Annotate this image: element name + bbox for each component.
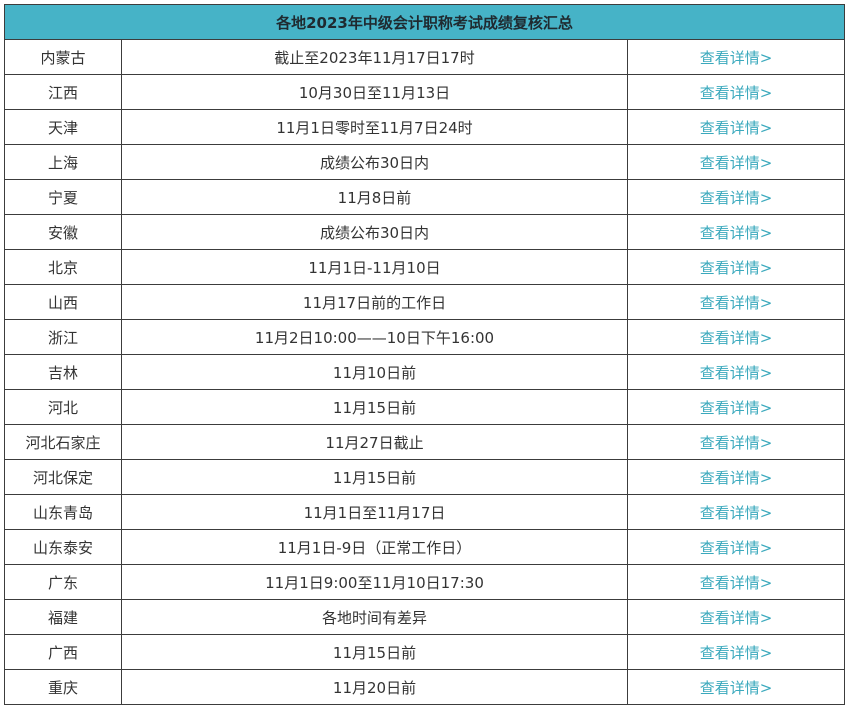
view-details-link[interactable]: 查看详情> [627, 144, 845, 180]
view-details-link[interactable]: 查看详情> [627, 564, 845, 600]
region-cell: 广东 [4, 564, 122, 600]
review-time-cell: 成绩公布30日内 [121, 144, 628, 180]
region-cell: 重庆 [4, 669, 122, 705]
review-summary-container: 各地2023年中级会计职称考试成绩复核汇总 内蒙古 截止至2023年11月17日1… [4, 4, 845, 705]
table-row: 上海 成绩公布30日内 查看详情> [4, 144, 845, 180]
table-row: 天津 11月1日零时至11月7日24时 查看详情> [4, 109, 845, 145]
view-details-link[interactable]: 查看详情> [627, 319, 845, 355]
table-row: 河北 11月15日前 查看详情> [4, 389, 845, 425]
region-cell: 河北 [4, 389, 122, 425]
review-time-cell: 11月1日至11月17日 [121, 494, 628, 530]
region-cell: 内蒙古 [4, 39, 122, 75]
table-row: 重庆 11月20日前 查看详情> [4, 669, 845, 705]
review-time-cell: 11月1日零时至11月7日24时 [121, 109, 628, 145]
table-row: 浙江 11月2日10:00——10日下午16:00 查看详情> [4, 319, 845, 355]
table-row: 北京 11月1日-11月10日 查看详情> [4, 249, 845, 285]
view-details-link[interactable]: 查看详情> [627, 354, 845, 390]
review-time-cell: 成绩公布30日内 [121, 214, 628, 250]
review-time-cell: 11月15日前 [121, 459, 628, 495]
region-cell: 北京 [4, 249, 122, 285]
review-time-cell: 11月17日前的工作日 [121, 284, 628, 320]
review-time-cell: 11月8日前 [121, 179, 628, 215]
review-time-cell: 11月15日前 [121, 634, 628, 670]
review-summary-table: 各地2023年中级会计职称考试成绩复核汇总 内蒙古 截止至2023年11月17日1… [4, 4, 845, 705]
region-cell: 吉林 [4, 354, 122, 390]
region-cell: 山西 [4, 284, 122, 320]
region-cell: 上海 [4, 144, 122, 180]
view-details-link[interactable]: 查看详情> [627, 494, 845, 530]
view-details-link[interactable]: 查看详情> [627, 634, 845, 670]
region-cell: 山东泰安 [4, 529, 122, 565]
region-cell: 浙江 [4, 319, 122, 355]
table-row: 河北石家庄 11月27日截止 查看详情> [4, 424, 845, 460]
region-cell: 江西 [4, 74, 122, 110]
view-details-link[interactable]: 查看详情> [627, 74, 845, 110]
table-row: 广西 11月15日前 查看详情> [4, 634, 845, 670]
view-details-link[interactable]: 查看详情> [627, 109, 845, 145]
region-cell: 广西 [4, 634, 122, 670]
table-row: 内蒙古 截止至2023年11月17日17时 查看详情> [4, 39, 845, 75]
review-time-cell: 11月27日截止 [121, 424, 628, 460]
region-cell: 福建 [4, 599, 122, 635]
table-row: 福建 各地时间有差异 查看详情> [4, 599, 845, 635]
table-title-row: 各地2023年中级会计职称考试成绩复核汇总 [4, 4, 845, 40]
region-cell: 天津 [4, 109, 122, 145]
review-time-cell: 11月10日前 [121, 354, 628, 390]
table-row: 山西 11月17日前的工作日 查看详情> [4, 284, 845, 320]
region-cell: 安徽 [4, 214, 122, 250]
view-details-link[interactable]: 查看详情> [627, 424, 845, 460]
region-cell: 河北保定 [4, 459, 122, 495]
view-details-link[interactable]: 查看详情> [627, 459, 845, 495]
view-details-link[interactable]: 查看详情> [627, 39, 845, 75]
region-cell: 山东青岛 [4, 494, 122, 530]
region-cell: 河北石家庄 [4, 424, 122, 460]
table-row: 河北保定 11月15日前 查看详情> [4, 459, 845, 495]
view-details-link[interactable]: 查看详情> [627, 249, 845, 285]
review-time-cell: 11月1日9:00至11月10日17:30 [121, 564, 628, 600]
region-cell: 宁夏 [4, 179, 122, 215]
table-body: 内蒙古 截止至2023年11月17日17时 查看详情> 江西 10月30日至11月13日… [4, 39, 845, 705]
review-time-cell: 11月2日10:00——10日下午16:00 [121, 319, 628, 355]
view-details-link[interactable]: 查看详情> [627, 529, 845, 565]
review-time-cell: 11月1日-9日（正常工作日） [121, 529, 628, 565]
review-time-cell: 10月30日至11月13日 [121, 74, 628, 110]
table-row: 宁夏 11月8日前 查看详情> [4, 179, 845, 215]
view-details-link[interactable]: 查看详情> [627, 214, 845, 250]
review-time-cell: 11月1日-11月10日 [121, 249, 628, 285]
view-details-link[interactable]: 查看详情> [627, 669, 845, 705]
table-row: 山东青岛 11月1日至11月17日 查看详情> [4, 494, 845, 530]
table-row: 山东泰安 11月1日-9日（正常工作日） 查看详情> [4, 529, 845, 565]
review-time-cell: 11月20日前 [121, 669, 628, 705]
table-row: 广东 11月1日9:00至11月10日17:30 查看详情> [4, 564, 845, 600]
table-title: 各地2023年中级会计职称考试成绩复核汇总 [4, 4, 845, 40]
review-time-cell: 各地时间有差异 [121, 599, 628, 635]
view-details-link[interactable]: 查看详情> [627, 179, 845, 215]
table-row: 江西 10月30日至11月13日 查看详情> [4, 74, 845, 110]
view-details-link[interactable]: 查看详情> [627, 284, 845, 320]
table-row: 安徽 成绩公布30日内 查看详情> [4, 214, 845, 250]
view-details-link[interactable]: 查看详情> [627, 599, 845, 635]
review-time-cell: 截止至2023年11月17日17时 [121, 39, 628, 75]
view-details-link[interactable]: 查看详情> [627, 389, 845, 425]
review-time-cell: 11月15日前 [121, 389, 628, 425]
table-row: 吉林 11月10日前 查看详情> [4, 354, 845, 390]
